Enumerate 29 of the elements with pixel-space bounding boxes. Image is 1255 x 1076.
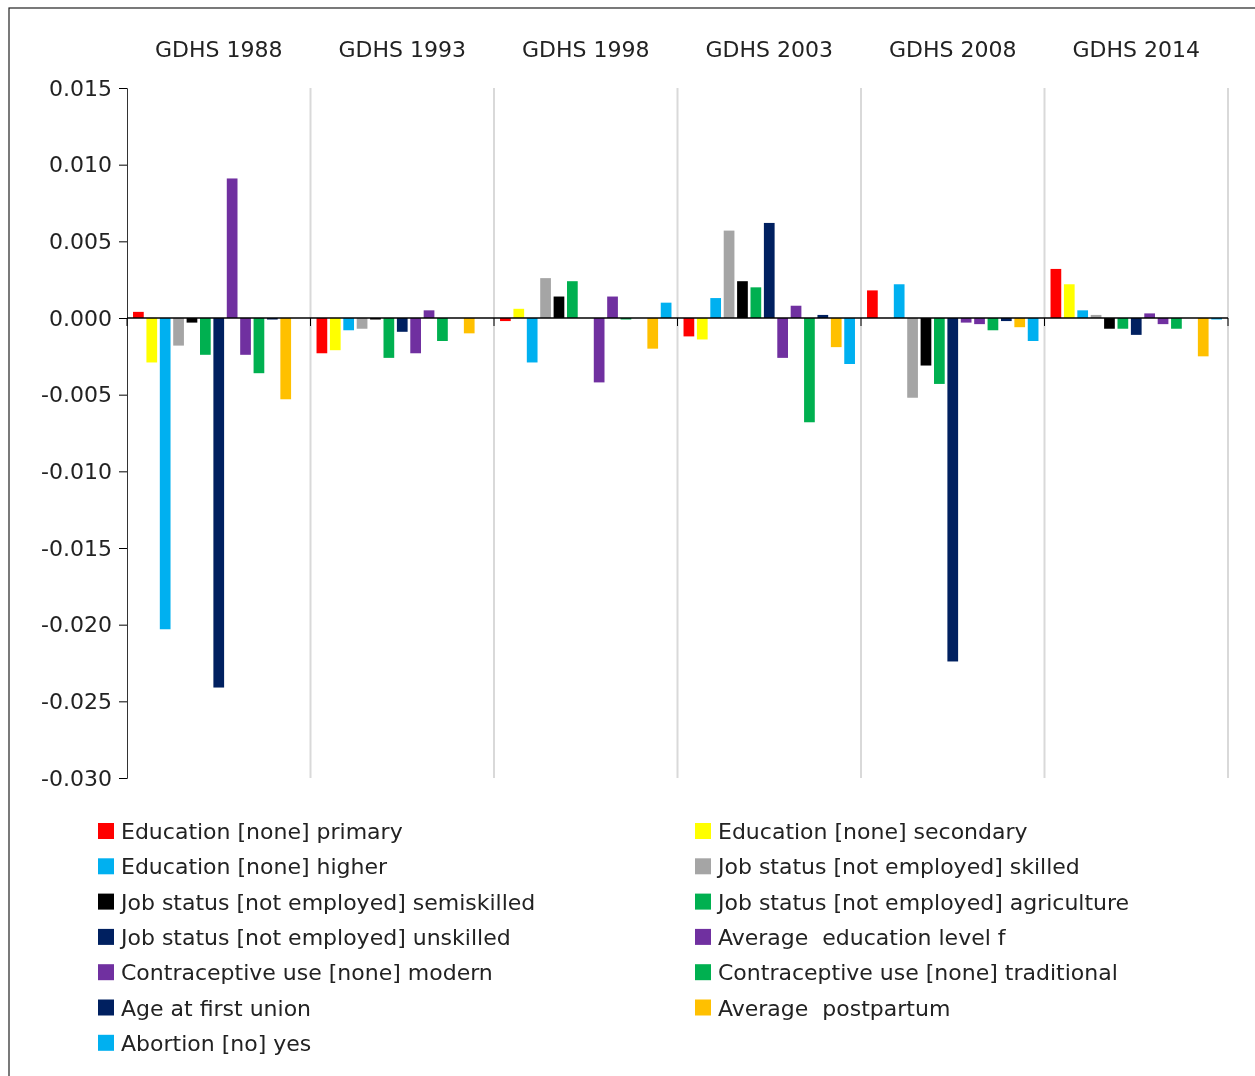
y-tick-label: 0.005 [49,228,112,254]
legend-label: Job status [not employed] unskilled [119,924,511,950]
y-tick-label: 0.015 [49,75,112,101]
legend-label: Contraceptive use [none] traditional [718,960,1118,986]
y-tick-label: -0.025 [41,688,112,714]
x-tick-label: GDHS 2008 [889,37,1017,62]
x-tick-label: GDHS 1998 [522,37,650,62]
y-tick-label: -0.020 [41,612,112,638]
legend-label: Abortion [no] yes [121,1030,312,1056]
legend-label: Education [none] primary [121,819,403,844]
legend-label: Contraceptive use [none] modern [121,960,493,986]
legend-label: Average education level f [718,924,1007,950]
y-tick-label: 0.010 [49,152,112,178]
y-tick-label: -0.015 [41,535,112,561]
y-tick-label: -0.010 [41,458,112,484]
legend-label: Average postpartum [718,995,951,1021]
legend-label: Job status [not employed] agriculture [716,889,1130,915]
y-tick-label: 0.000 [49,305,112,331]
y-tick-label: -0.005 [41,382,112,408]
legend-label: Job status [not employed] semiskilled [119,889,536,915]
x-tick-label: GDHS 2003 [705,37,833,62]
y-tick-label: -0.030 [41,765,112,791]
legend-label: Education [none] higher [121,854,389,880]
legend-label: Education [none] secondary [718,819,1028,844]
x-tick-label: GDHS 1988 [155,37,283,62]
x-tick-label: GDHS 2014 [1072,37,1200,62]
legend-label: Age at first union [121,995,312,1021]
x-tick-label: GDHS 1993 [338,37,466,62]
legend-label: Job status [not employed] skilled [716,854,1080,880]
